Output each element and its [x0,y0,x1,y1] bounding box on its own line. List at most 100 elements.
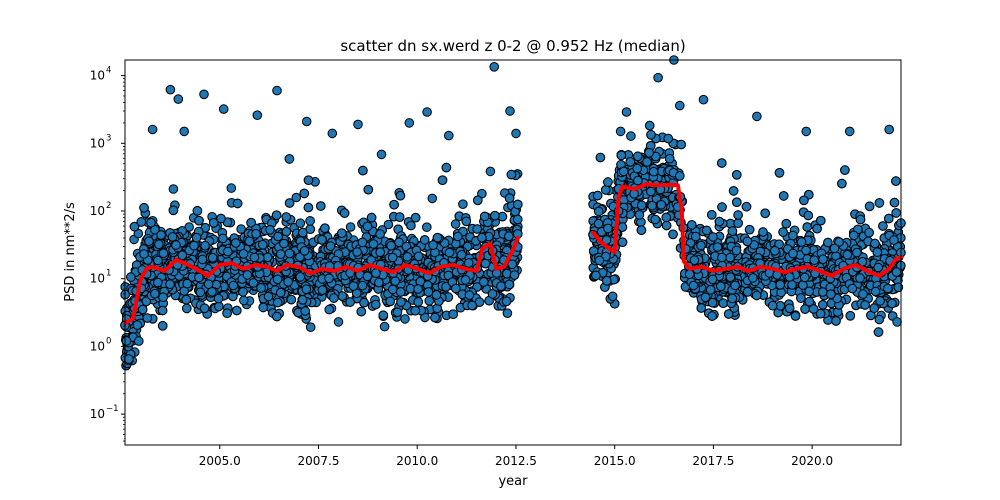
scatter-point [200,240,210,251]
scatter-point [305,216,315,226]
scatter-point [265,225,275,235]
scatter-point [249,252,260,263]
scatter-point [496,281,506,292]
scatter-point [451,283,461,294]
scatter-point [504,231,514,241]
scatter-point [303,175,314,185]
scatter-point [238,287,248,297]
scatter-point [236,224,246,234]
scatter-point [456,250,467,260]
scatter-point [199,303,210,314]
scatter-point [284,154,295,164]
scatter-point [299,246,310,256]
scatter-point [154,239,164,250]
scatter-point [283,277,293,287]
scatter-point [453,231,463,242]
scatter-point [460,275,471,285]
scatter-point [375,247,386,257]
scatter-point [262,252,273,263]
scatter-point [276,249,286,259]
scatter-point [258,240,268,250]
scatter-point [504,193,515,203]
scatter-point [324,304,335,315]
scatter-point [273,231,283,242]
scatter-point [371,268,381,278]
scatter-point [480,258,491,269]
scatter-point [479,277,489,287]
scatter-point [317,235,327,245]
scatter-point [396,297,406,307]
scatter-point [295,218,306,228]
scatter-point [126,272,136,282]
scatter-point [228,280,239,291]
scatter-point [345,297,355,307]
scatter-point [357,280,368,291]
scatter-point [231,238,241,248]
scatter-point [244,236,255,246]
scatter-point [778,227,788,237]
scatter-point [246,217,256,228]
scatter-point [153,277,163,288]
scatter-point [165,279,175,290]
scatter-point [192,206,203,216]
scatter-point [385,296,396,307]
scatter-point [182,303,192,314]
scatter-point [213,293,224,304]
scatter-point [305,322,316,333]
scatter-point [504,279,515,290]
scatter-point [448,309,459,320]
scatter-point [339,208,350,218]
scatter-point [464,290,475,300]
scatter-point [189,240,199,251]
scatter-point [626,131,636,141]
scatter-point [191,232,202,243]
scatter-point [371,299,381,310]
scatter-point [146,217,156,228]
scatter-point [316,201,326,211]
scatter-point [232,198,243,209]
scatter-point [258,302,269,313]
scatter-point [357,237,368,248]
scatter-point [181,294,191,305]
scatter-point [802,222,813,232]
scatter-point [239,295,249,306]
scatter-point [271,210,282,220]
scatter-point [325,241,336,251]
scatter-point [395,190,406,201]
scatter-point [272,274,283,285]
scatter-point [203,279,214,290]
scatter-point [158,292,168,303]
scatter-point [207,252,218,263]
scatter-point [272,311,282,322]
scatter-point [284,198,295,208]
scatter-point [502,308,513,319]
scatter-point [301,284,312,295]
scatter-point [197,254,208,265]
scatter-point [275,287,286,298]
scatter-point [467,300,477,311]
scatter-point [458,199,468,209]
scatter-point [139,249,149,259]
scatter-point [226,183,237,193]
scatter-point [248,278,259,288]
scatter-point [485,166,496,177]
scatter-point [345,222,356,232]
scatter-point [320,223,330,233]
scatter-point [387,252,398,263]
scatter-point [348,281,359,291]
scatter-point [394,212,405,222]
scatter-point [214,301,224,312]
scatter-point [479,211,490,222]
scatter-point [150,288,160,299]
scatter-point [501,296,512,307]
scatter-point [139,203,149,213]
scatter-point [272,297,283,308]
scatter-point [424,296,435,306]
scatter-point [157,305,168,316]
scatter-point [396,287,406,297]
scatter-point [153,255,163,266]
scatter-point [142,313,153,323]
scatter-point [251,229,261,239]
scatter-point [324,273,334,284]
